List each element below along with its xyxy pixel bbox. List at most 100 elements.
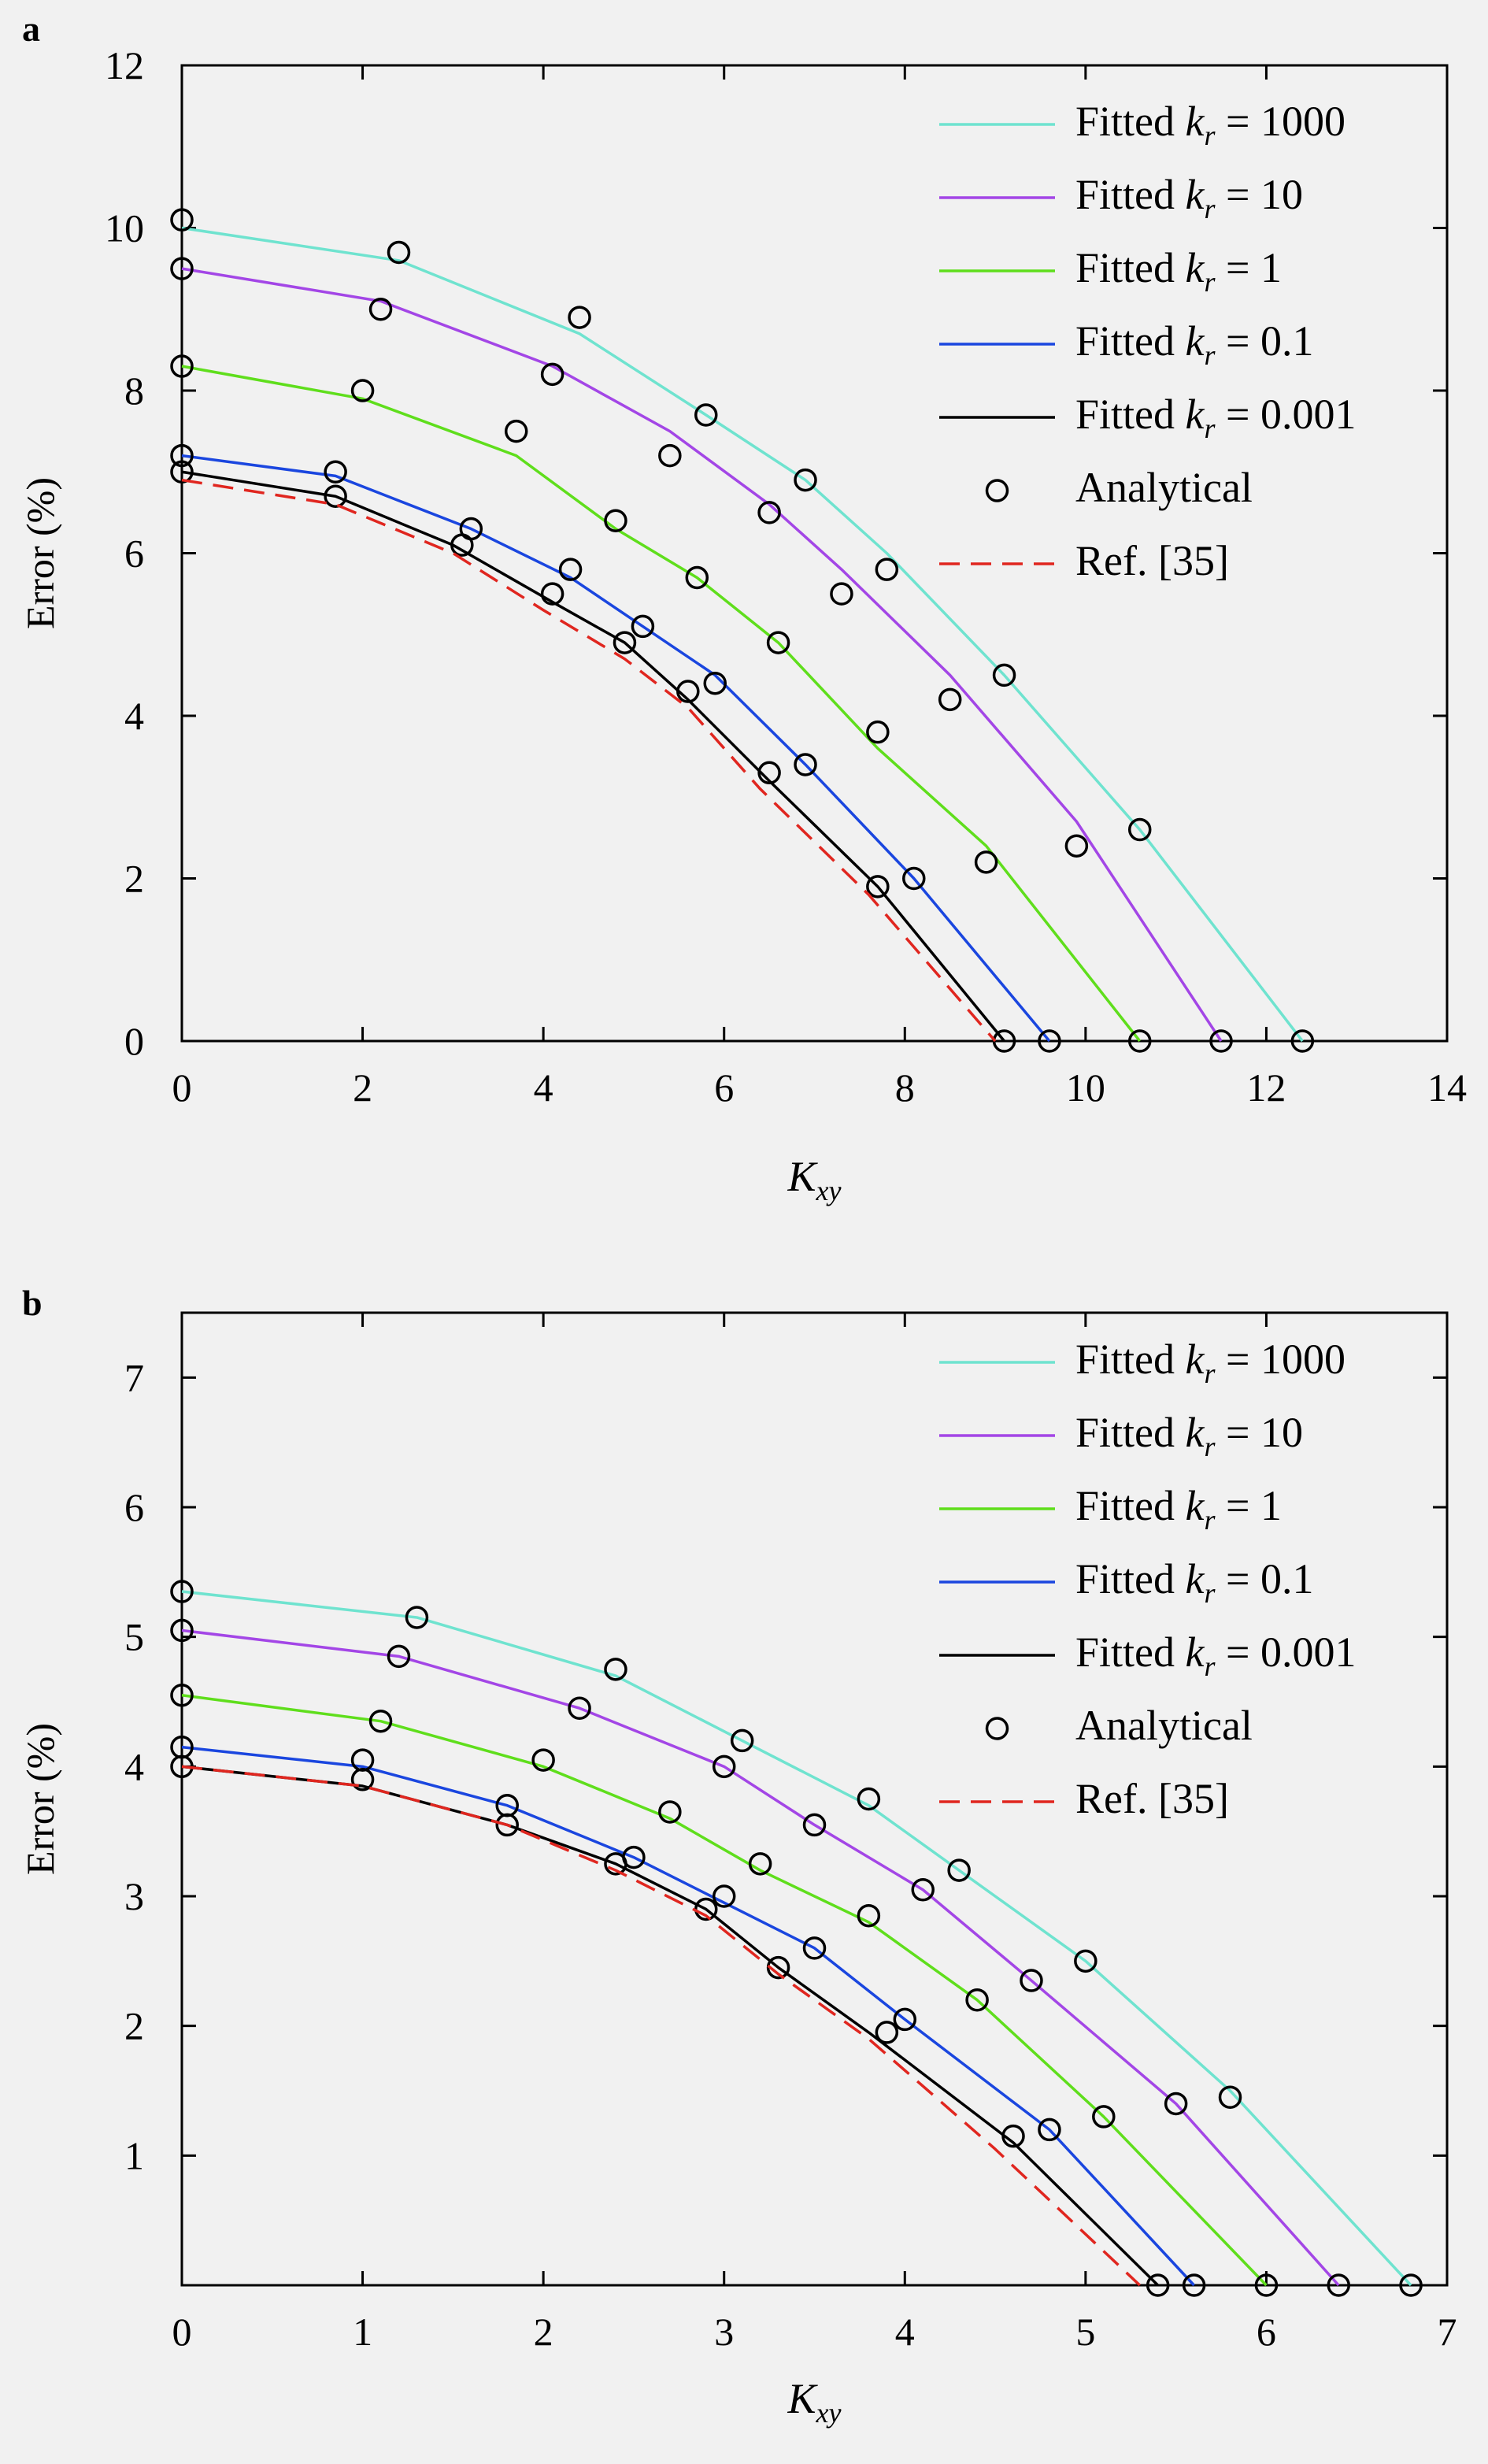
analytical-point (405, 1606, 429, 1629)
y-tick-label: 8 (124, 369, 144, 413)
x-axis-label-subscript: xy (816, 2397, 842, 2429)
analytical-point (170, 208, 194, 232)
legend-label-symbol: k (1186, 1336, 1205, 1383)
analytical-point (350, 379, 375, 402)
x-tick-label: 7 (1438, 2310, 1457, 2354)
fitted-line-0 (181, 226, 1304, 1043)
analytical-point (857, 1787, 881, 1811)
analytical-point (830, 582, 853, 606)
y-tick-label: 5 (124, 1615, 144, 1659)
y-tick-label: 7 (124, 1355, 144, 1399)
x-tick-label: 14 (1427, 1065, 1467, 1110)
analytical-point (1092, 2105, 1116, 2129)
analytical-point (324, 484, 347, 508)
analytical-point (866, 875, 890, 899)
analytical-point (170, 257, 194, 280)
analytical-point (613, 631, 637, 654)
analytical-point (540, 362, 564, 387)
legend-label-subscript: r (1204, 120, 1216, 151)
legend-label-prefix: Fitted (1075, 1482, 1186, 1529)
legend-label-subscript: r (1204, 1577, 1216, 1609)
legend-label-suffix: = 0.001 (1216, 391, 1357, 438)
analytical-point (794, 753, 817, 776)
analytical-point (1001, 2124, 1025, 2148)
legend-label-subscript: r (1204, 193, 1216, 224)
legend-label: Fitted kr = 1 (1075, 1482, 1282, 1536)
analytical-point (387, 1644, 411, 1669)
analytical-point (992, 663, 1016, 687)
legend-label-prefix: Fitted (1075, 391, 1186, 438)
analytical-point (631, 614, 655, 639)
analytical-point (866, 720, 890, 744)
analytical-point (802, 1813, 827, 1837)
legend-label-prefix: Fitted (1075, 244, 1186, 291)
x-tick-label: 2 (353, 1065, 372, 1110)
y-tick-label: 2 (124, 857, 144, 901)
analytical-point (802, 1936, 827, 1960)
analytical-point (857, 1903, 881, 1928)
x-tick-label: 4 (534, 1065, 553, 1110)
reference-line (181, 1765, 1141, 2287)
analytical-point (568, 306, 591, 329)
analytical-point (540, 582, 564, 606)
fitted-line-2 (181, 1694, 1268, 2287)
analytical-point (1182, 2273, 1206, 2297)
y-axis-label: Error (%) (18, 1723, 62, 1875)
analytical-point (875, 2021, 899, 2044)
y-tick-label: 10 (105, 206, 144, 250)
legend-label-symbol: k (1186, 317, 1205, 365)
y-tick-label: 12 (105, 43, 144, 87)
legend-marker (985, 479, 1009, 502)
legend-label-suffix: = 10 (1216, 171, 1303, 218)
y-axis-label: Error (%) (18, 477, 62, 629)
analytical-point (1218, 2085, 1242, 2109)
analytical-point (1164, 2092, 1188, 2116)
analytical-point (368, 1709, 393, 1733)
legend-label: Analytical (1075, 1702, 1253, 1749)
x-tick-label: 8 (895, 1065, 915, 1110)
legend-label-suffix: = 1 (1216, 1482, 1282, 1529)
y-tick-label: 4 (124, 1744, 144, 1788)
x-tick-label: 12 (1246, 1065, 1286, 1110)
legend-label: Fitted kr = 1000 (1075, 1336, 1345, 1389)
x-axis-label: Kxy (787, 2375, 842, 2429)
analytical-point (703, 671, 727, 695)
fitted-line-3 (181, 1745, 1195, 2287)
legend-label-subscript: r (1204, 1504, 1216, 1536)
fitted-line-1 (181, 1628, 1340, 2287)
analytical-point (170, 1684, 194, 1707)
x-tick-label: 3 (714, 2310, 734, 2354)
analytical-point (504, 419, 528, 443)
y-tick-label: 4 (124, 694, 144, 738)
fitted-line-3 (181, 454, 1051, 1043)
chart-a: 0 2 4 6 8 10 12 14 0 2 4 6 8 10 12 Kxy Error (%) Fitted k… (18, 43, 1467, 1206)
analytical-point (495, 1793, 519, 1817)
legend-label: Analytical (1075, 464, 1253, 511)
analytical-point (1020, 1969, 1043, 1992)
analytical-point (170, 460, 194, 484)
analytical-point (1327, 2273, 1351, 2297)
legend-label-subscript: r (1204, 1431, 1216, 1462)
analytical-point (766, 631, 790, 654)
analytical-point (387, 240, 411, 265)
x-tick-label: 1 (353, 2310, 372, 2354)
analytical-point (350, 1748, 375, 1772)
analytical-point (1064, 834, 1089, 858)
analytical-point (757, 501, 781, 524)
analytical-point (170, 1618, 194, 1643)
x-tick-label: 0 (172, 2310, 192, 2354)
legend-label: Ref. [35] (1075, 537, 1229, 584)
x-axis-label: Kxy (787, 1153, 842, 1206)
analytical-point (965, 1988, 989, 2012)
analytical-point (757, 761, 781, 785)
legend-label-suffix: = 10 (1216, 1409, 1303, 1456)
analytical-point (658, 1800, 682, 1824)
analytical-point (938, 687, 962, 712)
x-tick-label: 6 (714, 1065, 734, 1110)
analytical-point (893, 2007, 917, 2032)
fitted-line-4 (181, 1765, 1159, 2287)
legend-label: Fitted kr = 0.001 (1075, 391, 1356, 444)
legend-label: Ref. [35] (1075, 1775, 1229, 1822)
analytical-point (730, 1729, 754, 1753)
